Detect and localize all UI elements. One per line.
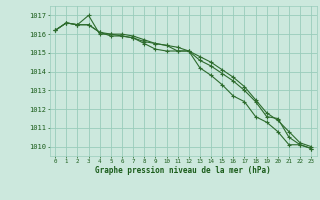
X-axis label: Graphe pression niveau de la mer (hPa): Graphe pression niveau de la mer (hPa) <box>95 166 271 175</box>
